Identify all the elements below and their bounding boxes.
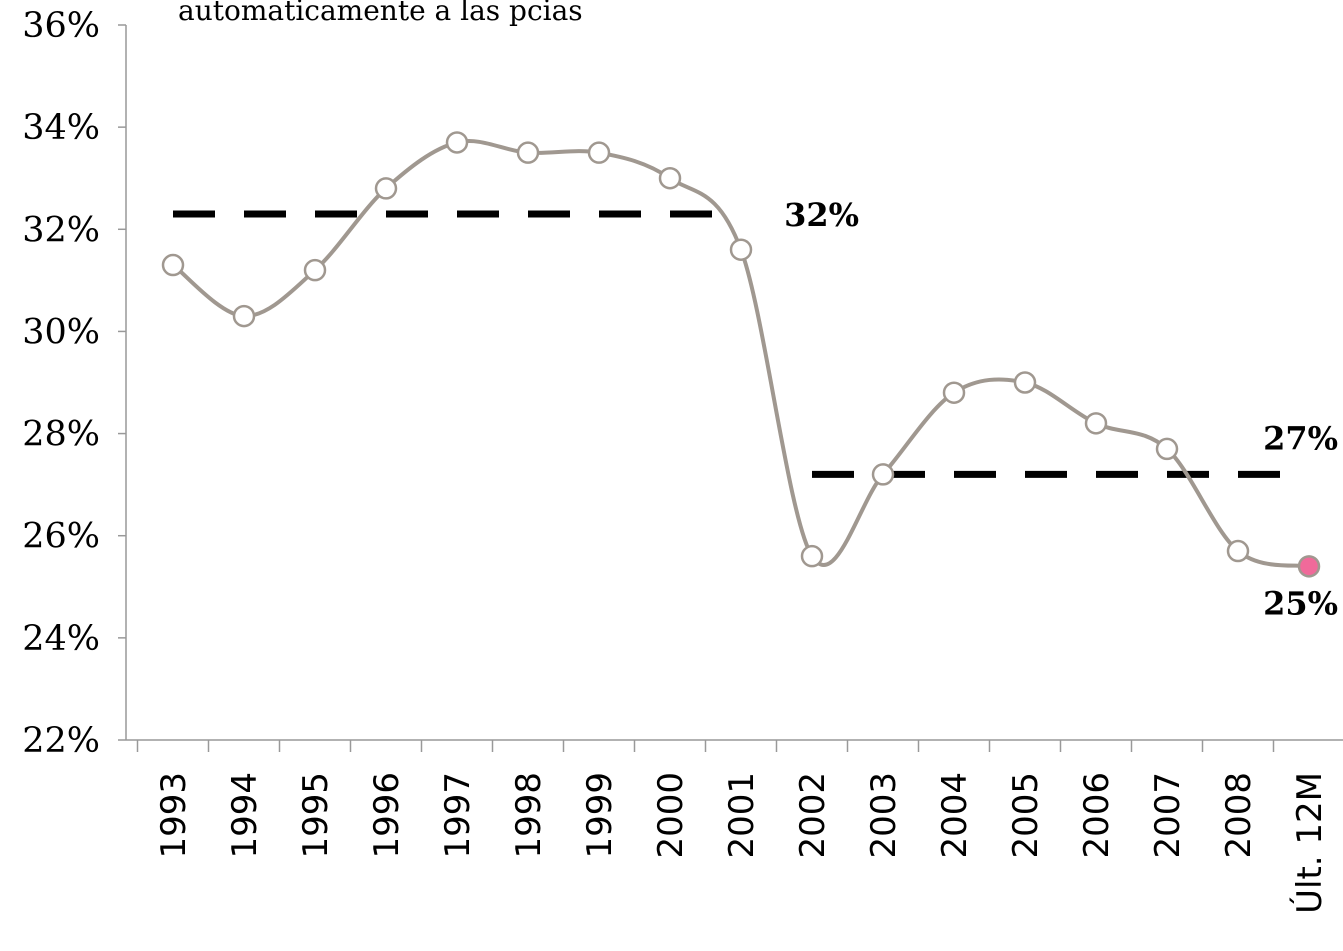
marker <box>374 177 398 200</box>
marker <box>1226 539 1250 563</box>
marker <box>445 131 469 154</box>
marker <box>658 166 682 190</box>
y-tick-label: 30% <box>22 312 100 352</box>
x-tick-label: 2000 <box>651 772 691 859</box>
y-tick-label: 28% <box>22 415 100 455</box>
chart-title: automaticamente a las pcias <box>178 0 583 27</box>
reference-label: 27% <box>1263 419 1338 457</box>
x-tick-label: 1999 <box>580 772 620 859</box>
x-tick-label: 1995 <box>296 772 336 859</box>
x-tick-label: 2001 <box>722 772 762 859</box>
marker <box>516 141 540 164</box>
marker <box>161 253 185 277</box>
marker <box>942 381 966 404</box>
x-tick-label: 1993 <box>154 772 194 859</box>
value-label: 25% <box>1263 584 1338 622</box>
x-tick-label: Últ. 12M <box>1289 772 1330 914</box>
line <box>171 139 1310 569</box>
marker <box>303 258 327 282</box>
marker <box>232 304 256 328</box>
reference-label: 32% <box>784 196 859 234</box>
y-tick-label: 36% <box>22 6 100 46</box>
x-tick-label: 1998 <box>509 772 549 859</box>
x-tick-label: 2004 <box>935 772 975 859</box>
marker <box>729 238 753 261</box>
y-tick-label: 24% <box>22 619 100 659</box>
marker <box>1155 437 1179 461</box>
y-tick-label: 32% <box>22 210 100 250</box>
y-tick-label: 26% <box>22 517 100 557</box>
marker <box>871 463 895 486</box>
y-tick-label: 34% <box>22 108 100 148</box>
x-tick-label: 2002 <box>793 772 833 859</box>
marker <box>1013 371 1037 394</box>
x-tick-label: 2008 <box>1219 772 1259 859</box>
x-tick-label: 2006 <box>1077 772 1117 859</box>
y-tick-label: 22% <box>22 721 100 761</box>
marker <box>1297 555 1321 578</box>
x-tick-label: 2003 <box>864 772 904 859</box>
x-tick-label: 2007 <box>1148 772 1188 859</box>
x-tick-label: 1994 <box>225 772 265 859</box>
x-tick-label: 2005 <box>1006 772 1046 859</box>
marker <box>800 544 824 568</box>
marker <box>587 141 611 164</box>
x-tick-label: 1997 <box>438 772 478 859</box>
marker <box>1084 412 1108 435</box>
x-tick-label: 1996 <box>367 772 407 859</box>
